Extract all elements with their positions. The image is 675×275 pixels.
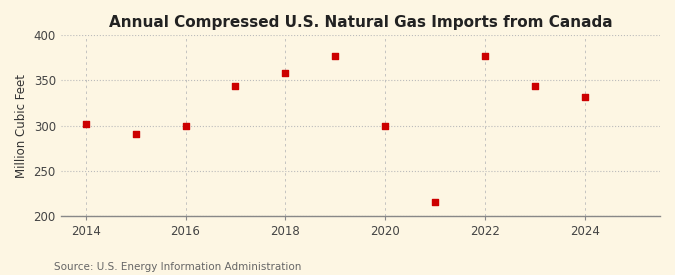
- Point: [430, 200, 441, 205]
- Point: [530, 84, 541, 88]
- Point: [580, 95, 591, 99]
- Point: [230, 84, 241, 88]
- Point: [280, 71, 291, 75]
- Point: [130, 131, 141, 136]
- Point: [330, 54, 341, 58]
- Point: [380, 123, 391, 128]
- Text: Source: U.S. Energy Information Administration: Source: U.S. Energy Information Administ…: [54, 262, 301, 272]
- Title: Annual Compressed U.S. Natural Gas Imports from Canada: Annual Compressed U.S. Natural Gas Impor…: [109, 15, 612, 30]
- Point: [180, 123, 191, 128]
- Y-axis label: Million Cubic Feet: Million Cubic Feet: [15, 74, 28, 178]
- Point: [80, 122, 91, 126]
- Point: [480, 54, 491, 58]
